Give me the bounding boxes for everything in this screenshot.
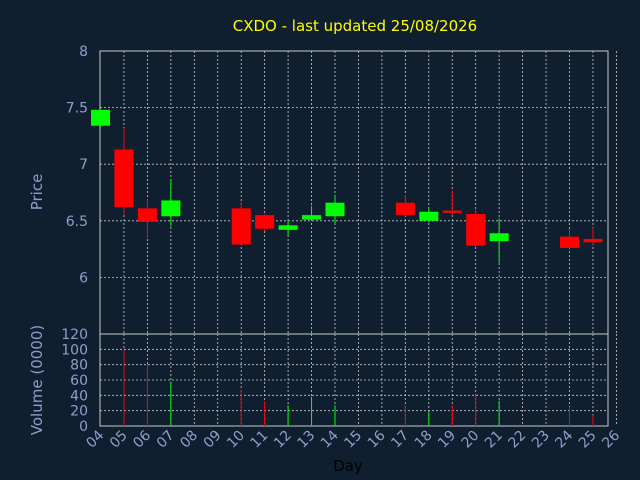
x-tick-label: 22 [506,428,530,452]
x-tick-label: 19 [435,428,459,452]
x-tick-label: 10 [224,428,248,452]
candle-body [114,149,134,208]
x-tick-label: 20 [459,428,483,452]
price-y-tick-label: 6.5 [66,214,88,230]
x-tick-label: 07 [154,428,178,452]
candle-body [466,214,486,246]
x-tick-label: 11 [248,428,272,452]
candle-body [560,236,579,248]
x-tick-label: 06 [130,427,154,451]
x-tick-label: 17 [388,428,412,452]
x-tick-label: 09 [201,428,225,452]
x-tick-label: 26 [599,427,623,451]
volume-y-tick-label: 40 [70,388,88,404]
x-tick-label: 21 [482,428,506,452]
x-tick-label: 12 [271,428,295,452]
x-tick-label: 14 [318,427,342,451]
chart-title: CXDO - last updated 25/08/2026 [233,17,477,35]
volume-grid [100,334,617,426]
candle-body [161,200,181,217]
price-y-tick-label: 7.5 [66,101,88,117]
candle-body [137,208,157,222]
candle-body [583,238,603,243]
x-tick-label: 08 [177,428,201,452]
x-tick-label: 13 [294,428,318,452]
candle-body [325,202,345,217]
candle-body [278,225,298,230]
x-axis-ticks: 04 05 06 07 08 09 10 11 12 13 14 15 16 17 18 19 20 21 22 23… [83,427,623,451]
candle-body [419,211,439,221]
volume-y-tick-label: 0 [79,419,88,435]
x-tick-label: 18 [412,428,436,452]
x-tick-label: 24 [552,427,576,451]
volume-y-axis-label: Volume (0000) [28,325,46,435]
x-axis-label: Day [333,457,363,475]
price-candles [91,109,603,263]
x-tick-label: 25 [576,428,600,452]
candle-body [231,208,251,245]
candle-body [395,202,415,216]
price-y-tick-label: 6 [79,270,88,286]
price-y-tick-label: 7 [79,157,88,173]
price-y-axis-label: Price [28,174,46,211]
volume-y-tick-label: 60 [70,373,88,389]
price-y-ticks: 6 6.5 7 7.5 8 [66,44,88,286]
volume-y-tick-label: 20 [70,404,88,420]
volume-y-tick-label: 100 [61,342,88,358]
x-tick-label: 16 [365,427,389,451]
candle-body [442,210,462,213]
price-plot-area [99,50,609,335]
candle-body [489,233,509,242]
x-tick-label: 15 [341,428,365,452]
candle-body [91,109,110,126]
x-tick-label: 05 [107,428,131,452]
candle-body [255,215,275,229]
volume-y-tick-label: 120 [61,327,88,343]
volume-bars [123,349,594,426]
volume-y-tick-label: 80 [70,358,88,374]
price-y-tick-label: 8 [79,44,88,60]
x-tick-label: 23 [529,428,553,452]
candle-body [302,215,322,220]
price-grid [100,51,617,334]
